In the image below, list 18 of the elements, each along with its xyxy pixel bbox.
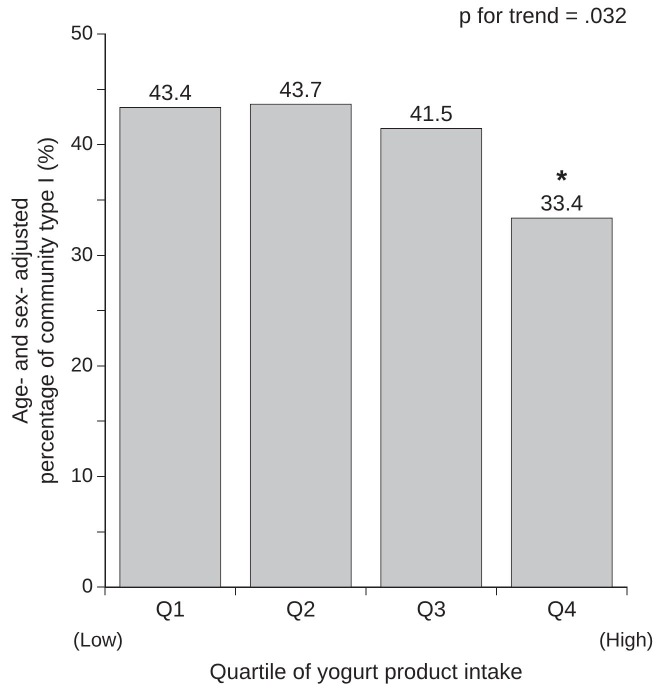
x-tick-label: Q3: [416, 596, 446, 622]
x-tick-label: Q1: [156, 596, 185, 622]
data-label: 41.5: [410, 101, 453, 126]
y-axis-title: Age- and sex- adjusted percentage of community type I (%): [7, 136, 59, 484]
data-label: 43.7: [279, 76, 322, 102]
y-tick-label: 20: [70, 354, 94, 376]
text: (Low): [73, 630, 124, 652]
text: p for trend = .032: [458, 3, 627, 28]
text: (High): [599, 630, 654, 652]
y-tick-label: 40: [70, 133, 94, 156]
y-tick-label: 10: [70, 465, 94, 488]
y-tick-label: 50: [70, 22, 94, 45]
data-label: 43.4: [148, 80, 192, 106]
x-axis-title: Quartile of yogurt product intake: [209, 658, 523, 684]
x-tick-label: Q4: [547, 596, 576, 622]
y-tick-label: 30: [70, 244, 94, 266]
y-tick-label: 0: [82, 576, 94, 598]
x-tick-label: Q2: [286, 596, 316, 622]
